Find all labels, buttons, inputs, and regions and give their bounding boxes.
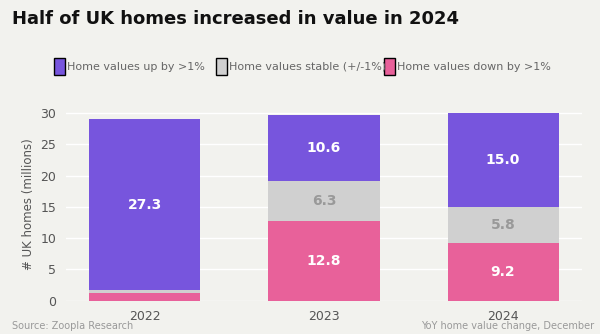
Bar xyxy=(448,243,559,301)
Text: Home values stable (+/-1%): Home values stable (+/-1%) xyxy=(229,62,386,72)
Bar xyxy=(89,119,200,290)
Text: 6.3: 6.3 xyxy=(312,194,336,208)
Text: 5.8: 5.8 xyxy=(491,218,515,232)
Text: 9.2: 9.2 xyxy=(491,265,515,279)
Y-axis label: # UK homes (millions): # UK homes (millions) xyxy=(22,138,35,270)
Text: 27.3: 27.3 xyxy=(128,198,162,212)
Bar xyxy=(448,207,559,243)
Text: 10.6: 10.6 xyxy=(307,141,341,155)
Text: Home values up by >1%: Home values up by >1% xyxy=(67,62,205,72)
Bar xyxy=(89,290,200,293)
Text: Home values down by >1%: Home values down by >1% xyxy=(397,62,551,72)
Text: Source: Zoopla Research: Source: Zoopla Research xyxy=(12,321,133,331)
Bar xyxy=(89,293,200,301)
Text: YoY home value change, December: YoY home value change, December xyxy=(421,321,594,331)
Text: 15.0: 15.0 xyxy=(486,153,520,167)
Bar xyxy=(268,115,380,181)
Bar xyxy=(268,221,380,301)
Text: 12.8: 12.8 xyxy=(307,254,341,268)
Text: Half of UK homes increased in value in 2024: Half of UK homes increased in value in 2… xyxy=(12,10,459,28)
Bar xyxy=(448,113,559,207)
Bar xyxy=(268,181,380,221)
